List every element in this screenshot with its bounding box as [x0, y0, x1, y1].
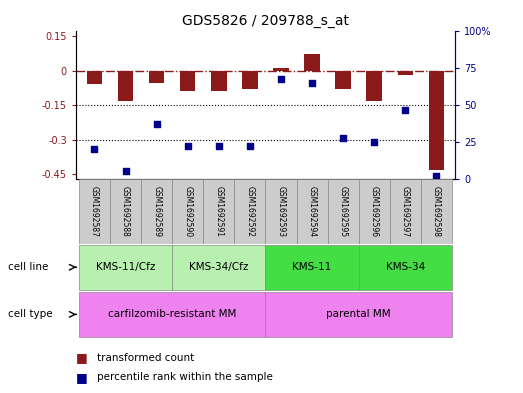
- Bar: [172, 244, 266, 290]
- Bar: [273, 68, 289, 71]
- Bar: [367, 71, 382, 101]
- Text: KMS-34: KMS-34: [385, 262, 425, 272]
- Bar: [211, 71, 226, 91]
- Bar: [180, 71, 196, 91]
- Text: cell line: cell line: [8, 262, 48, 272]
- Text: KMS-11: KMS-11: [292, 262, 332, 272]
- Bar: [428, 71, 444, 170]
- Point: [90, 146, 99, 152]
- Text: GSM1692597: GSM1692597: [401, 185, 410, 237]
- Text: carfilzomib-resistant MM: carfilzomib-resistant MM: [108, 309, 236, 320]
- Text: GSM1692587: GSM1692587: [90, 186, 99, 237]
- Text: GSM1692598: GSM1692598: [432, 186, 441, 237]
- Bar: [266, 244, 359, 290]
- Bar: [234, 179, 266, 244]
- Bar: [335, 71, 351, 89]
- Text: cell type: cell type: [8, 309, 52, 320]
- Point: [432, 173, 440, 179]
- Point: [370, 139, 378, 145]
- Text: KMS-11/Cfz: KMS-11/Cfz: [96, 262, 155, 272]
- Text: GSM1692593: GSM1692593: [277, 185, 286, 237]
- Bar: [110, 179, 141, 244]
- Bar: [242, 71, 258, 89]
- Point: [277, 75, 285, 82]
- Bar: [79, 292, 266, 337]
- Text: transformed count: transformed count: [97, 353, 194, 363]
- Bar: [421, 179, 452, 244]
- Text: GSM1692589: GSM1692589: [152, 186, 161, 237]
- Bar: [304, 55, 320, 71]
- Bar: [203, 179, 234, 244]
- Text: GSM1692590: GSM1692590: [183, 185, 192, 237]
- Point: [184, 143, 192, 149]
- Text: ■: ■: [76, 351, 87, 364]
- Text: GSM1692591: GSM1692591: [214, 186, 223, 237]
- Bar: [118, 71, 133, 101]
- Text: GSM1692592: GSM1692592: [245, 186, 254, 237]
- Text: ■: ■: [76, 371, 87, 384]
- Bar: [172, 179, 203, 244]
- Bar: [397, 71, 413, 75]
- Bar: [390, 179, 421, 244]
- Point: [121, 168, 130, 174]
- Text: GSM1692588: GSM1692588: [121, 186, 130, 237]
- Title: GDS5826 / 209788_s_at: GDS5826 / 209788_s_at: [182, 14, 349, 28]
- Point: [214, 143, 223, 149]
- Bar: [359, 179, 390, 244]
- Text: KMS-34/Cfz: KMS-34/Cfz: [189, 262, 248, 272]
- Bar: [266, 292, 452, 337]
- Text: parental MM: parental MM: [326, 309, 391, 320]
- Point: [308, 80, 316, 86]
- Bar: [266, 179, 297, 244]
- Text: GSM1692594: GSM1692594: [308, 185, 316, 237]
- Bar: [149, 71, 164, 83]
- Bar: [141, 179, 172, 244]
- Bar: [87, 71, 103, 84]
- Point: [339, 134, 347, 141]
- Point: [153, 121, 161, 127]
- Text: GSM1692596: GSM1692596: [370, 185, 379, 237]
- Bar: [79, 244, 172, 290]
- Bar: [79, 179, 110, 244]
- Text: percentile rank within the sample: percentile rank within the sample: [97, 372, 272, 382]
- Bar: [359, 244, 452, 290]
- Text: GSM1692595: GSM1692595: [338, 185, 348, 237]
- Bar: [327, 179, 359, 244]
- Bar: [297, 179, 327, 244]
- Point: [246, 143, 254, 149]
- Point: [401, 107, 410, 113]
